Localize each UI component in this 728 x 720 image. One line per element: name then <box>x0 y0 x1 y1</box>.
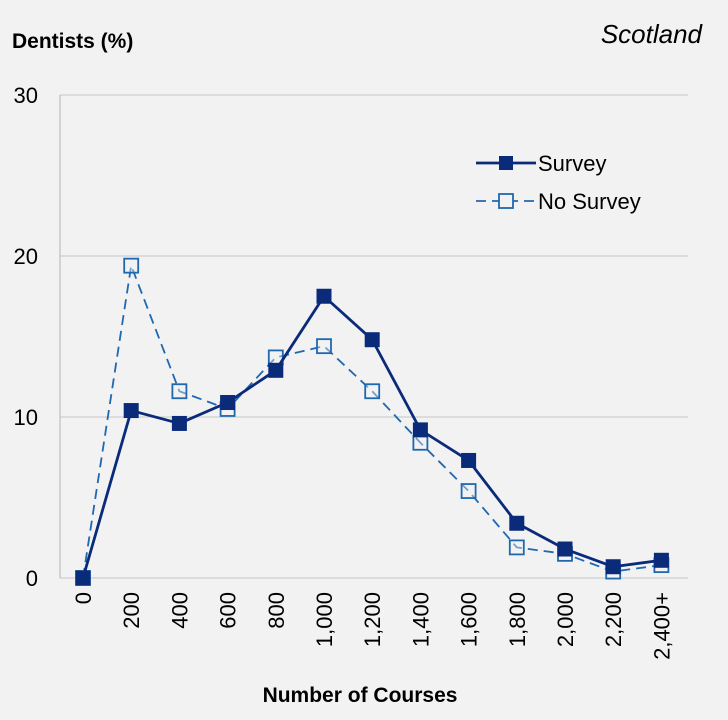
data-point <box>171 383 188 400</box>
series-survey <box>75 288 669 586</box>
gridlines <box>59 94 688 579</box>
data-point <box>123 403 139 419</box>
series-group <box>75 257 670 586</box>
x-tick-label: 1,400 <box>408 592 433 647</box>
data-point <box>509 515 525 531</box>
data-point <box>605 559 621 575</box>
x-tick-label: 2,000 <box>553 592 578 647</box>
data-point <box>364 383 381 400</box>
data-point <box>75 570 91 586</box>
data-point <box>268 362 284 378</box>
legend: Survey No Survey <box>476 151 641 214</box>
data-point <box>653 552 669 568</box>
y-tick-label: 20 <box>14 244 38 269</box>
x-tick-label: 400 <box>167 592 192 629</box>
x-tick-label: 1,600 <box>457 592 482 647</box>
data-point <box>412 434 429 451</box>
legend-marker <box>498 193 514 209</box>
legend-marker <box>499 156 513 170</box>
x-tick-label: 1,000 <box>312 592 337 647</box>
legend-label: Survey <box>538 151 606 176</box>
data-point <box>123 257 140 274</box>
x-tick-labels: 0 200 400 600 800 1,000 1,200 1,400 1,600 1,800 2,… <box>71 592 674 660</box>
series-no-survey <box>75 257 670 586</box>
y-tick-label: 30 <box>14 83 38 108</box>
data-point <box>460 483 477 499</box>
x-tick-label: 1,800 <box>505 592 530 647</box>
x-axis-title: Number of Courses <box>263 684 458 707</box>
x-tick-label: 0 <box>71 592 96 604</box>
legend-item: No Survey <box>476 189 641 214</box>
data-point <box>316 288 332 304</box>
data-point <box>461 452 477 468</box>
y-axis-title: Dentists (%) <box>12 30 133 53</box>
y-tick-label: 0 <box>26 566 38 591</box>
x-tick-label: 2,200 <box>601 592 626 647</box>
x-tick-label: 600 <box>216 592 241 629</box>
y-tick-label: 10 <box>14 405 38 430</box>
data-point <box>220 395 236 411</box>
data-point <box>171 415 187 431</box>
data-point <box>364 332 380 348</box>
x-tick-label: 200 <box>119 592 144 629</box>
x-tick-label: 800 <box>264 592 289 629</box>
y-tick-labels: 0 10 20 30 <box>14 83 38 591</box>
legend-item: Survey <box>476 151 606 176</box>
region-label: Scotland <box>601 19 704 49</box>
data-point <box>412 422 428 438</box>
x-tick-label: 2,400+ <box>649 592 674 660</box>
data-point <box>316 338 332 355</box>
data-point <box>557 541 573 557</box>
x-tick-label: 1,200 <box>360 592 385 647</box>
legend-label: No Survey <box>538 189 641 214</box>
data-point <box>508 539 525 556</box>
